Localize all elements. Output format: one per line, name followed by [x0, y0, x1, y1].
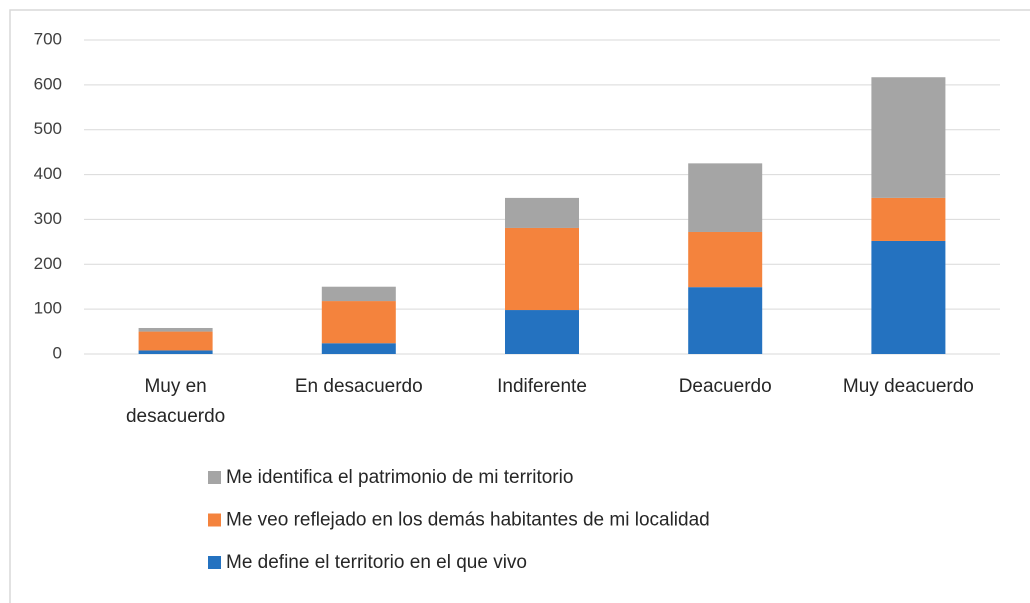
bar-segment [505, 197, 579, 228]
bar-segment [871, 240, 946, 354]
y-tick-label: 600 [34, 74, 62, 93]
bar-segment [321, 286, 396, 302]
y-tick-label: 200 [34, 254, 62, 273]
x-tick-label: Deacuerdo [678, 376, 772, 397]
y-tick-label: 100 [34, 299, 62, 318]
legend-swatch [208, 556, 221, 569]
bar-segment [138, 327, 213, 332]
y-tick-label: 300 [34, 209, 62, 228]
bar-segment [688, 287, 763, 354]
x-tick-label: Muy en desacuerdo [125, 376, 226, 427]
y-tick-label: 400 [34, 164, 62, 183]
x-tick-label: Indiferente [497, 376, 587, 397]
bar-segment [688, 163, 763, 232]
bar-segment [138, 331, 213, 351]
y-tick-label: 0 [53, 343, 62, 362]
legend-label: Me identifica el patrimonio de mi territ… [226, 467, 573, 488]
bar-segment [321, 343, 396, 354]
legend-label: Me veo reflejado en los demás habitantes… [226, 510, 710, 531]
frame [9, 9, 1030, 603]
x-tick-label: En desacuerdo [294, 376, 423, 397]
bar-segment [505, 227, 579, 311]
bar-segment [138, 350, 213, 354]
y-tick-label: 700 [34, 29, 62, 48]
x-tick-label: Muy deacuerdo [842, 376, 974, 397]
bar-segment [688, 231, 763, 288]
bar-segment [505, 310, 579, 354]
legend-swatch [208, 471, 221, 484]
bar-segment [871, 197, 946, 241]
y-tick-label: 500 [34, 119, 62, 138]
legend-swatch [208, 513, 221, 527]
bar-segment [871, 77, 946, 198]
bar-segment [321, 301, 396, 344]
legend-label: Me define el territorio en el que vivo [226, 552, 527, 573]
